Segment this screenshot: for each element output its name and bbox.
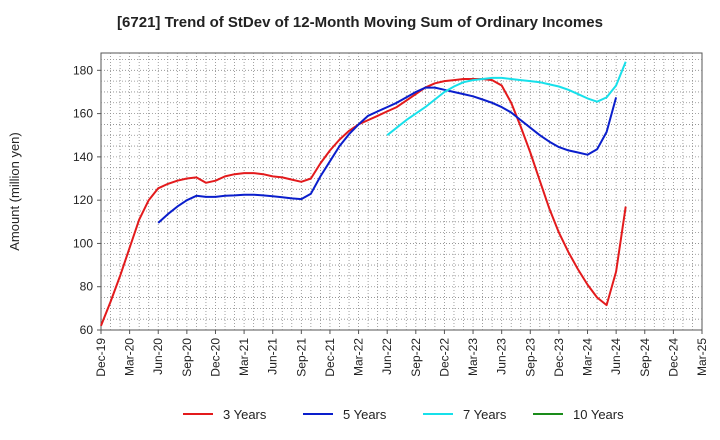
x-tick-label: Dec-19 (94, 338, 108, 377)
x-tick-label: Mar-21 (237, 338, 251, 376)
x-tick-label: Jun-21 (266, 338, 280, 375)
legend: 3 Years 5 Years 7 Years 10 Years (183, 407, 624, 422)
series-line-3-years (100, 78, 627, 327)
x-tick-label: Dec-20 (208, 338, 222, 377)
x-tick-label: Sep-22 (409, 338, 423, 377)
x-tick-label: Dec-24 (666, 338, 680, 377)
x-tick-label: Dec-21 (323, 338, 337, 377)
x-tick-label: Mar-20 (123, 338, 137, 376)
y-tick-label: 120 (73, 193, 93, 207)
series-line-7-years (386, 61, 627, 136)
x-tick-label: Jun-22 (380, 338, 394, 375)
x-tick-label: Dec-23 (552, 338, 566, 377)
x-tick-label: Jun-20 (151, 338, 165, 375)
x-tick-label: Jun-24 (609, 338, 623, 375)
legend-label: 5 Years (343, 407, 387, 422)
legend-label: 7 Years (463, 407, 507, 422)
y-tick-label: 160 (73, 107, 93, 121)
x-tick-label: Mar-22 (352, 338, 366, 376)
y-axis-label: Amount (million yen) (7, 132, 22, 251)
y-tick-label: 140 (73, 150, 93, 164)
x-tick-label: Sep-24 (638, 338, 652, 377)
axes: 60 80 100 120 140 160 180 Dec-19 Mar-20 Jun-20 Sep… (7, 63, 709, 376)
chart-title: [6721] Trend of StDev of 12-Month Moving… (117, 14, 603, 31)
y-tick-label: 60 (80, 323, 94, 337)
y-tick-label: 80 (80, 280, 94, 294)
x-tick-label: Sep-20 (180, 338, 194, 377)
x-tick-label: Mar-23 (466, 338, 480, 376)
x-tick-label: Sep-21 (294, 338, 308, 377)
series-line-5-years (157, 86, 618, 224)
y-tick-label: 100 (73, 236, 93, 250)
x-tick-label: Mar-25 (695, 338, 709, 376)
x-tick-label: Sep-23 (523, 338, 537, 377)
x-tick-label: Jun-23 (495, 338, 509, 375)
legend-label: 3 Years (223, 407, 267, 422)
legend-label: 10 Years (573, 407, 624, 422)
series-lines (100, 61, 627, 327)
x-tick-label: Dec-22 (437, 338, 451, 377)
x-tick-label: Mar-24 (581, 338, 595, 376)
y-tick-label: 180 (73, 63, 93, 77)
